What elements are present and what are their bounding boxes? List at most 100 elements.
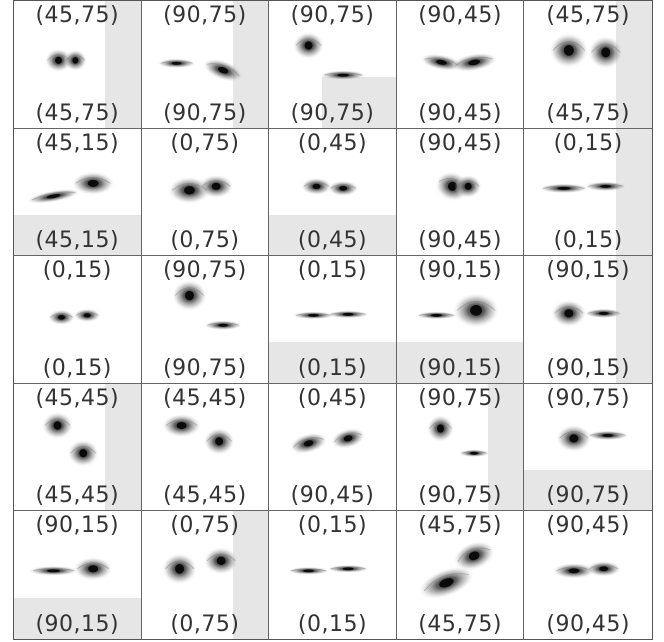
panel-4-4: (90,75) (90,75) [396, 383, 525, 512]
panel-label-top: (90,75) [163, 3, 247, 28]
galaxy-core-1 [46, 193, 61, 198]
spiral-arm-1 [165, 419, 198, 426]
panel-2-2: (0,75) (0,75) [141, 128, 270, 257]
galaxy-core-1 [308, 314, 320, 318]
galaxy-core-2 [342, 567, 354, 571]
spiral-arm-1 [291, 568, 327, 572]
galaxy-core-2 [343, 435, 353, 442]
shaded-region [232, 1, 269, 128]
galaxy-core-2 [464, 182, 472, 190]
galaxy-core-1 [176, 421, 187, 429]
panel-label-bottom: (0,15) [42, 355, 112, 381]
galaxy-core-2 [342, 313, 354, 317]
galaxy-core-2 [469, 451, 478, 455]
galaxy-core-1 [435, 59, 447, 65]
panel-label-top: (45,75) [35, 3, 120, 28]
spiral-arm-2 [457, 547, 491, 563]
panel-label-bottom: (45,75) [418, 611, 502, 637]
panel-5-4: (45,75) (45,75) [396, 511, 525, 639]
panel-label-bottom: (0,45) [297, 228, 368, 254]
galaxy-core-1 [564, 309, 574, 318]
panel-1-5: (45,75) (45,75) [524, 1, 652, 129]
galaxy-core-2 [217, 323, 228, 327]
merging-galaxies-icon [417, 541, 495, 600]
spiral-arm-1 [50, 313, 73, 318]
panel-label-top: (0,15) [297, 513, 368, 539]
merging-galaxies-icon [289, 427, 366, 454]
galaxy-core-2 [87, 179, 99, 187]
galaxy-core-2 [88, 565, 99, 573]
panel-label-top: (90,15) [546, 258, 631, 284]
shaded-region [269, 342, 396, 383]
galaxy-core-1 [171, 61, 182, 65]
galaxy-core-1 [303, 569, 315, 573]
spiral-arm-1 [44, 418, 71, 426]
galaxy-core-1 [47, 569, 60, 573]
merging-galaxies-icon [156, 58, 244, 83]
merging-galaxies-icon [44, 48, 88, 73]
shaded-region [105, 383, 141, 511]
merging-galaxies-icon [286, 565, 371, 576]
merging-galaxies-icon [538, 181, 629, 193]
shaded-region [269, 214, 396, 256]
spiral-arm-2 [205, 433, 232, 442]
merging-galaxies-icon [414, 292, 500, 329]
galaxy-core-2 [217, 66, 228, 74]
galaxy-core-1 [304, 41, 313, 50]
shaded-region [14, 598, 141, 639]
galaxy-core-2 [83, 313, 91, 318]
panel-label-bottom: (45,45) [35, 483, 120, 509]
galaxy-core-2 [468, 59, 480, 66]
panel-label-top: (45,75) [418, 513, 502, 539]
galaxy-core-1 [564, 45, 575, 56]
panel-label-bottom: (90,75) [163, 100, 247, 126]
panel-2-1: (45,15) (45,15) [14, 128, 142, 257]
merging-galaxies-icon [291, 310, 371, 320]
spiral-arm-1 [303, 181, 330, 187]
spiral-arm-2 [588, 183, 624, 187]
panel-label-bottom: (45,75) [546, 100, 631, 126]
panel-label-bottom: (0,15) [553, 228, 623, 254]
panel-label-bottom: (90,15) [418, 355, 502, 381]
panel-label-top: (45,45) [163, 385, 247, 411]
spiral-arm-1 [418, 313, 454, 316]
spiral-arm-1 [31, 191, 76, 201]
galaxy-core-1 [439, 578, 454, 588]
merging-galaxies-icon [26, 171, 115, 204]
galaxy-core-1 [183, 185, 195, 195]
panel-label-bottom: (0,75) [170, 611, 240, 637]
spiral-arm-1 [32, 568, 75, 572]
galaxy-core-1 [312, 183, 321, 189]
spiral-arm-2 [591, 43, 621, 53]
spiral-arm-2 [75, 176, 111, 184]
galaxy-core-1 [303, 439, 314, 447]
galaxy-core-1 [174, 564, 184, 574]
merging-galaxies-icon [171, 279, 243, 331]
galaxy-pair-grid: (45,75) (45,75) (90,75) (90,75) (90,75) (90,7… [13, 0, 653, 640]
panel-2-5: (0,15) (0,15) [524, 128, 652, 257]
panel-3-2: (90,75) (90,75) [141, 256, 270, 384]
spiral-arm-1 [543, 185, 586, 189]
panel-label-top: (90,45) [546, 513, 631, 539]
panel-label-bottom: (0,15) [297, 355, 368, 381]
panel-label-top: (0,45) [297, 385, 368, 411]
shaded-region [616, 1, 652, 128]
merging-galaxies-icon [551, 299, 625, 328]
galaxy-core-1 [436, 424, 444, 433]
galaxy-core-2 [599, 312, 610, 316]
panel-label-top: (0,75) [170, 130, 240, 156]
spiral-arm-2 [330, 566, 366, 570]
spiral-arm-2 [75, 311, 99, 316]
shaded-region [14, 214, 141, 256]
merging-galaxies-icon [549, 32, 625, 70]
panel-label-bottom: (90,45) [418, 100, 502, 126]
galaxy-core-1 [58, 315, 65, 320]
panel-label-top: (45,75) [546, 3, 631, 28]
panel-label-top: (90,15) [418, 258, 502, 284]
spiral-arm-2 [588, 310, 621, 314]
shaded-region [396, 342, 524, 383]
shaded-region [232, 511, 269, 639]
spiral-arm-1 [164, 560, 194, 570]
panel-5-3: (0,15) (0,15) [269, 511, 397, 639]
panel-label-top: (0,75) [170, 513, 240, 539]
